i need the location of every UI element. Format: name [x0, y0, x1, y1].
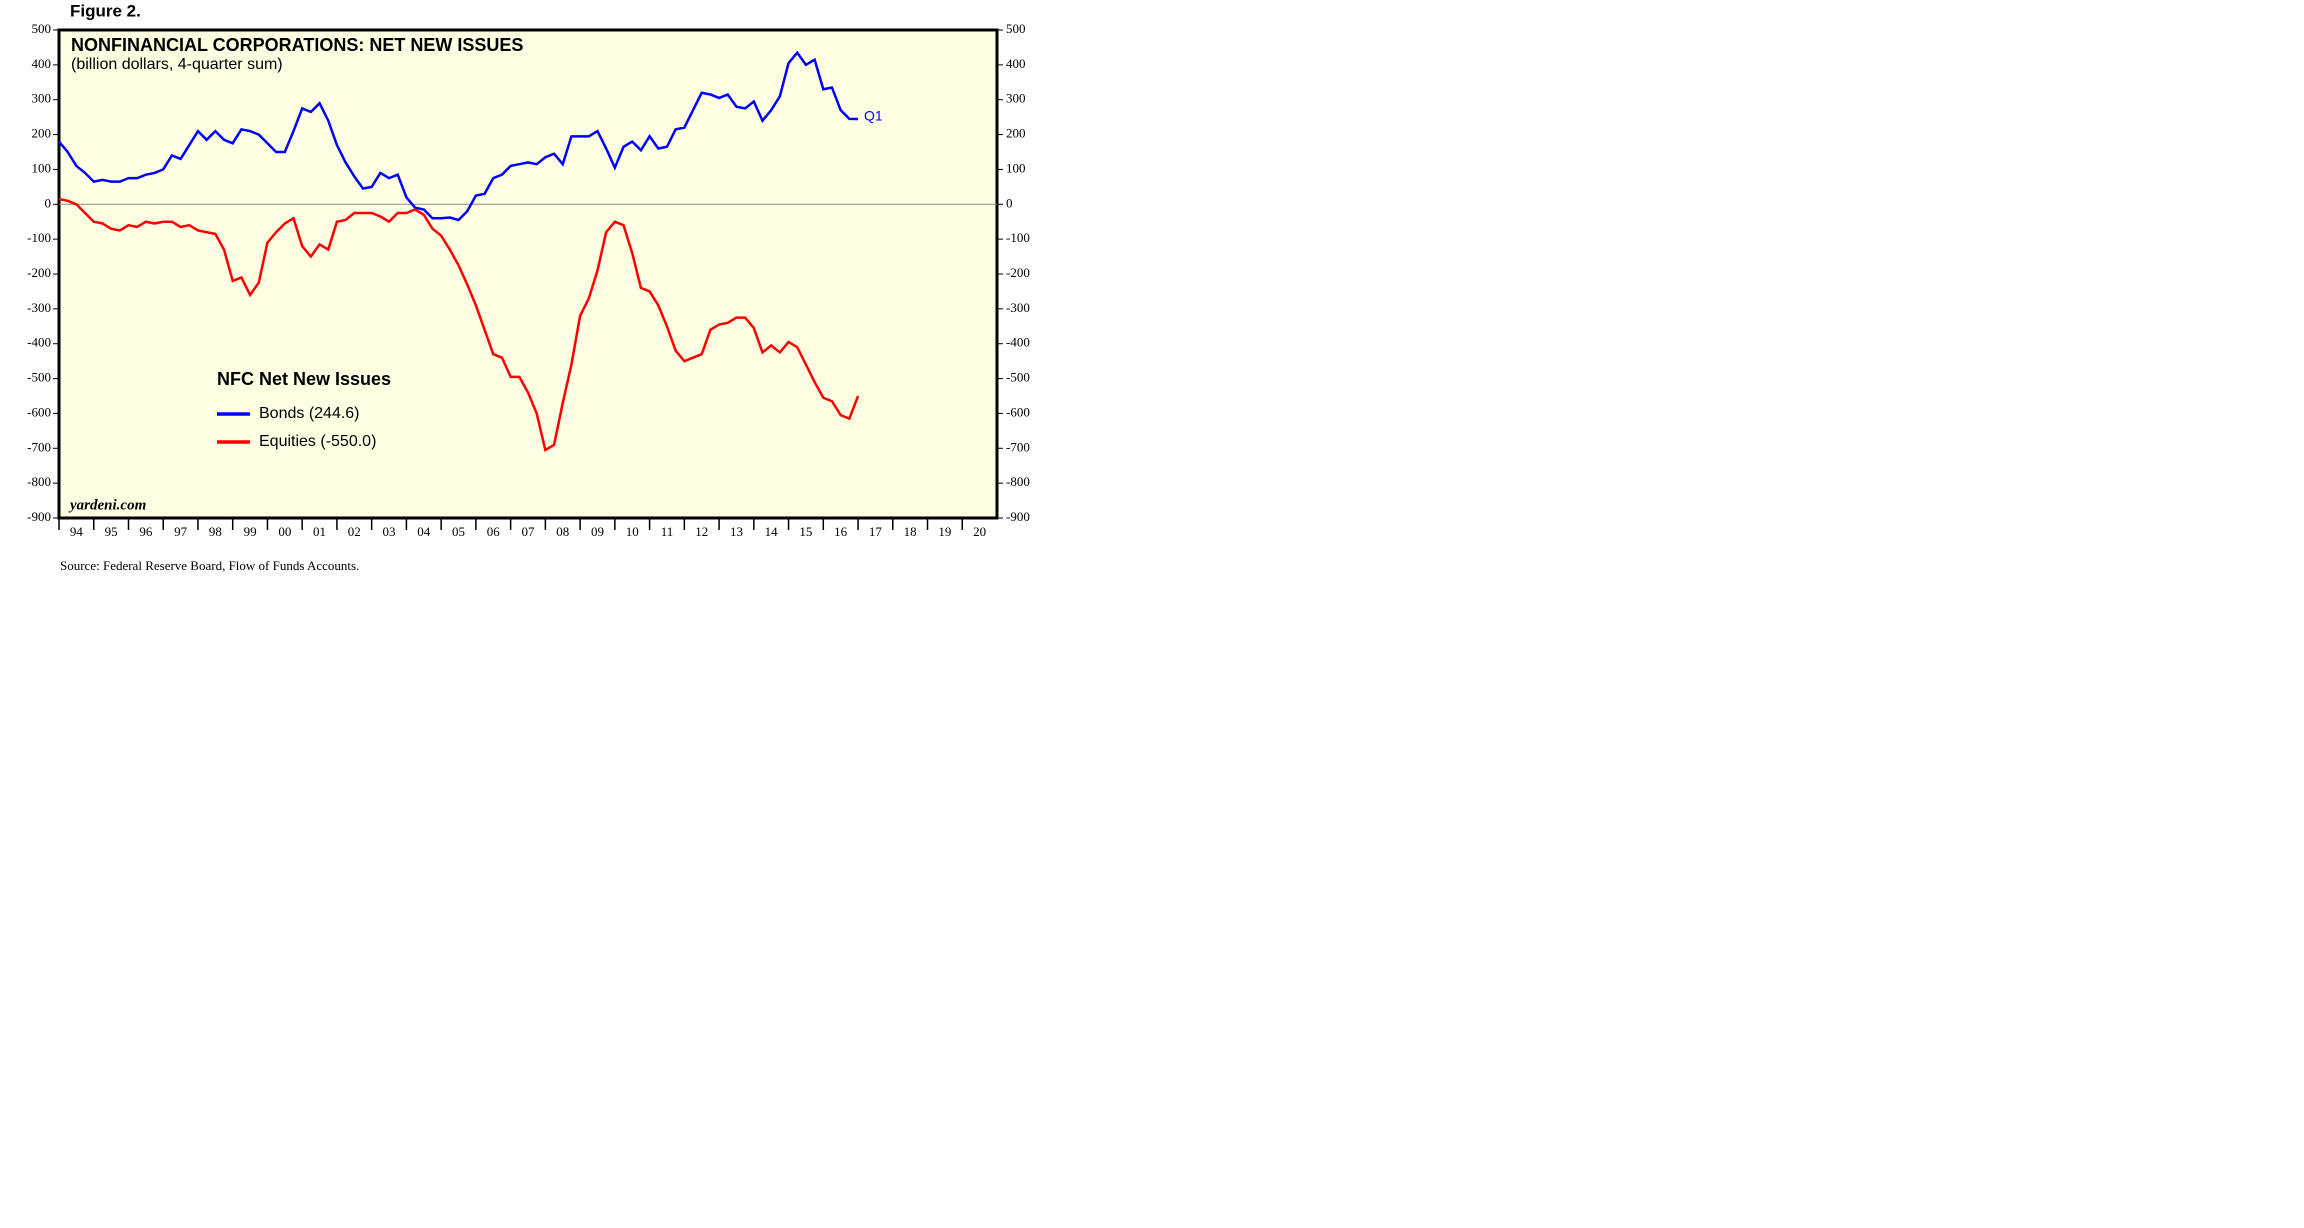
- x-tick-label: 19: [938, 524, 951, 539]
- y-tick-label: -600: [27, 404, 51, 419]
- x-tick-label: 96: [139, 524, 153, 539]
- x-tick-label: 05: [452, 524, 465, 539]
- y-tick-label: -800: [27, 474, 51, 489]
- x-tick-label: 13: [730, 524, 743, 539]
- x-tick-label: 09: [591, 524, 604, 539]
- y-tick-label: 100: [32, 160, 52, 175]
- y2-tick-label: -700: [1006, 439, 1030, 454]
- plot-area: [57, 28, 999, 520]
- x-tick-label: 99: [244, 524, 257, 539]
- y2-tick-label: 400: [1006, 56, 1026, 71]
- y-tick-label: -500: [27, 370, 51, 385]
- y2-tick-label: 300: [1006, 91, 1026, 106]
- x-tick-label: 18: [904, 524, 917, 539]
- y-tick-label: -200: [27, 265, 51, 280]
- y-tick-label: -400: [27, 335, 51, 350]
- series-line: [58, 197, 860, 452]
- annotation: Q1: [864, 108, 883, 124]
- x-tick-label: 11: [661, 524, 674, 539]
- x-tick-label: 03: [383, 524, 396, 539]
- y-tick-label: 0: [45, 195, 52, 210]
- y-tick-label: -100: [27, 230, 51, 245]
- y2-tick-label: -600: [1006, 404, 1030, 419]
- source-note: Source: Federal Reserve Board, Flow of F…: [60, 558, 359, 573]
- x-tick-label: 97: [174, 524, 188, 539]
- y-tick-label: 200: [32, 126, 52, 141]
- y2-tick-label: -400: [1006, 335, 1030, 350]
- x-tick-label: 00: [278, 524, 291, 539]
- y2-tick-label: -900: [1006, 509, 1030, 524]
- x-tick-label: 15: [799, 524, 812, 539]
- x-tick-label: 02: [348, 524, 361, 539]
- x-tick-label: 04: [417, 524, 431, 539]
- legend-label: Bonds (244.6): [259, 405, 360, 422]
- chart-subtitle: (billion dollars, 4-quarter sum): [71, 56, 283, 73]
- x-tick-label: 95: [105, 524, 118, 539]
- legend-title: NFC Net New Issues: [217, 369, 391, 389]
- x-tick-label: 06: [487, 524, 501, 539]
- y-tick-label: 300: [32, 91, 52, 106]
- legend-label: Equities (-550.0): [259, 433, 376, 450]
- y-tick-label: -900: [27, 509, 51, 524]
- y2-tick-label: 500: [1006, 21, 1026, 36]
- watermark: yardeni.com: [68, 497, 146, 513]
- x-tick-label: 08: [556, 524, 569, 539]
- x-tick-label: 10: [626, 524, 639, 539]
- y-tick-label: 400: [32, 56, 52, 71]
- x-tick-label: 16: [834, 524, 848, 539]
- y2-tick-label: 100: [1006, 160, 1026, 175]
- x-tick-label: 12: [695, 524, 708, 539]
- x-tick-label: 20: [973, 524, 986, 539]
- x-tick-label: 01: [313, 524, 326, 539]
- series-line: [58, 50, 859, 222]
- y2-tick-label: -500: [1006, 370, 1030, 385]
- x-tick-label: 94: [70, 524, 84, 539]
- y2-tick-label: 0: [1006, 195, 1013, 210]
- figure-label: Figure 2.: [70, 1, 141, 20]
- y-tick-label: -700: [27, 439, 51, 454]
- chart-title: NONFINANCIAL CORPORATIONS: NET NEW ISSUE…: [71, 35, 523, 55]
- y-tick-label: -300: [27, 300, 51, 315]
- y2-tick-label: -100: [1006, 230, 1030, 245]
- y2-tick-label: 200: [1006, 126, 1026, 141]
- y2-tick-label: -200: [1006, 265, 1030, 280]
- x-tick-label: 14: [765, 524, 779, 539]
- y2-tick-label: -300: [1006, 300, 1030, 315]
- y2-tick-label: -800: [1006, 474, 1030, 489]
- x-tick-label: 07: [522, 524, 536, 539]
- x-tick-label: 17: [869, 524, 883, 539]
- x-tick-label: 98: [209, 524, 222, 539]
- y-tick-label: 500: [32, 21, 52, 36]
